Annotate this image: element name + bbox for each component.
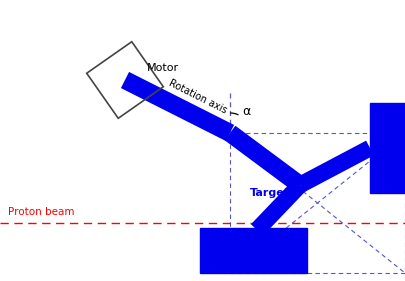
Text: Proton beam: Proton beam: [8, 207, 74, 217]
Text: Rotation axis: Rotation axis: [166, 78, 228, 116]
Text: Motor: Motor: [147, 63, 179, 73]
Polygon shape: [369, 103, 404, 193]
Text: Target: Target: [249, 188, 289, 198]
Text: α: α: [241, 105, 249, 118]
Polygon shape: [200, 228, 306, 273]
